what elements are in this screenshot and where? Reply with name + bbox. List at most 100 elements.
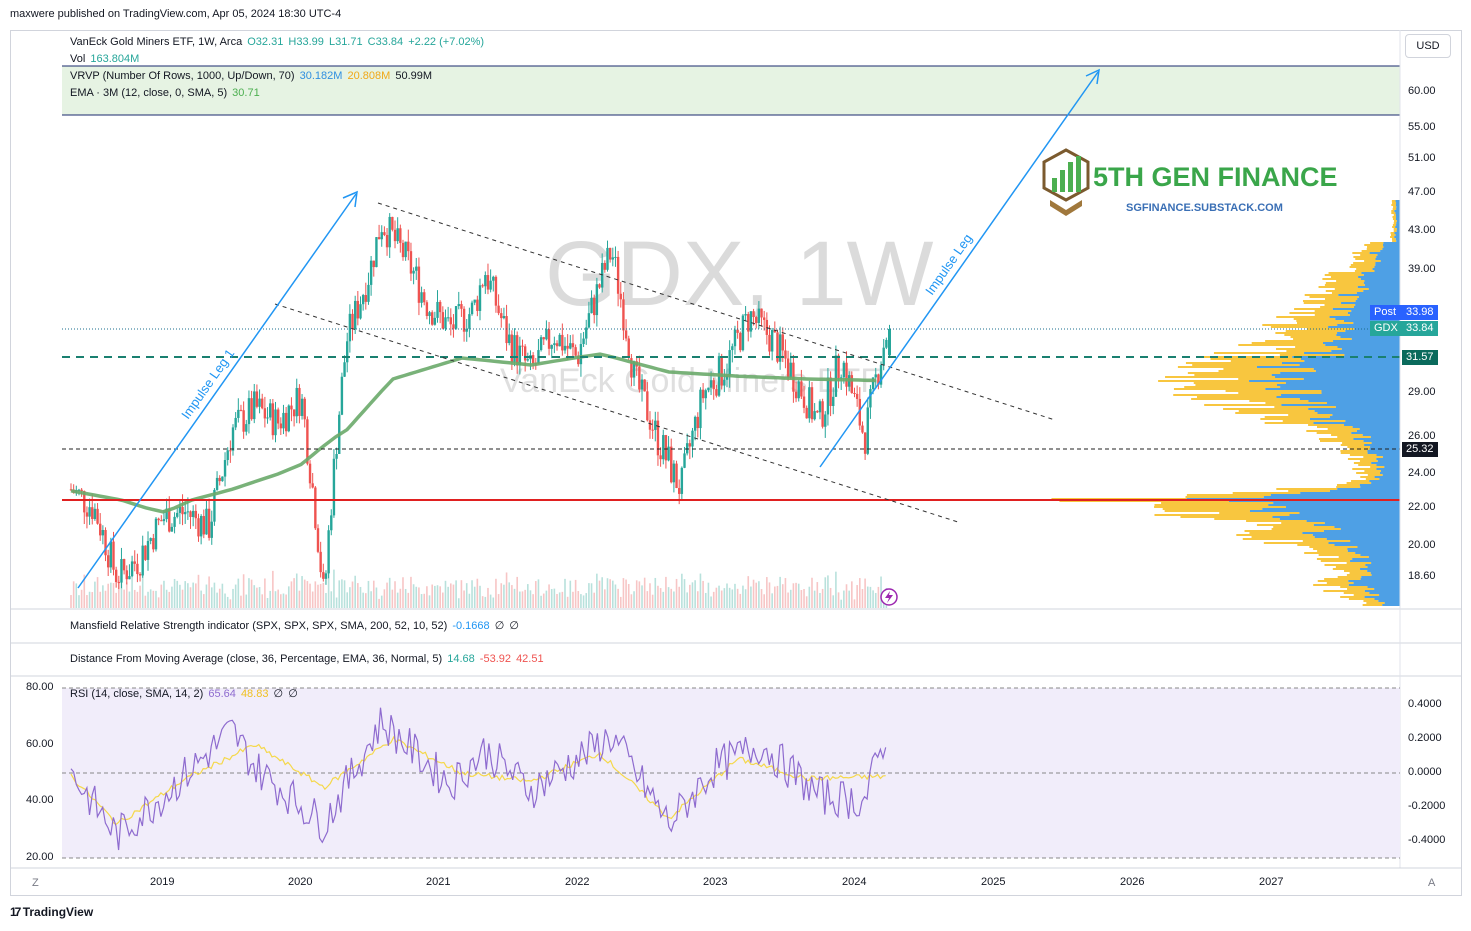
- profile-row-down: [1285, 330, 1346, 332]
- candle-body: [744, 314, 747, 316]
- volume-bar: [349, 587, 351, 608]
- volume-bar: [460, 580, 463, 608]
- volume-bar: [301, 576, 303, 608]
- profile-row-up: [1370, 572, 1400, 574]
- candle-body: [561, 334, 564, 351]
- profile-row-down: [1366, 248, 1383, 250]
- profile-row-up: [1396, 240, 1400, 242]
- profile-row-up: [1395, 218, 1400, 220]
- candle-body: [659, 455, 662, 460]
- volume-bar: [585, 593, 588, 608]
- corner-left-button[interactable]: Z: [32, 877, 39, 889]
- candle-body: [850, 375, 854, 394]
- volume-bar: [452, 584, 455, 608]
- volume-bar: [471, 580, 473, 608]
- legend-vol-label[interactable]: Vol: [70, 53, 86, 65]
- rsi-v1: 65.64: [208, 688, 236, 700]
- candle-body: [284, 412, 288, 432]
- candle-body: [189, 511, 192, 517]
- candle-body: [861, 425, 864, 433]
- volume-bar: [447, 586, 449, 608]
- candle-body: [622, 299, 625, 331]
- profile-row-up: [1370, 436, 1400, 438]
- candle-body: [513, 335, 516, 363]
- mansfield-label[interactable]: Mansfield Relative Strength indicator (S…: [70, 620, 448, 632]
- volume-bars: [70, 569, 888, 608]
- volume-bar: [213, 582, 216, 608]
- currency-button[interactable]: USD: [1405, 34, 1451, 58]
- legend-vrvp-v2: 20.808M: [347, 70, 391, 82]
- volume-bar: [224, 593, 226, 608]
- profile-row-up: [1279, 518, 1400, 520]
- profile-row-up: [1300, 358, 1400, 360]
- profile-row-up: [1304, 360, 1400, 362]
- time-axis-label: 2024: [842, 876, 867, 888]
- profile-row-up: [1280, 386, 1400, 388]
- rsi-right-axis-label: -0.4000: [1408, 834, 1446, 846]
- volume-bar: [795, 582, 797, 608]
- distance-legend: Distance From Moving Average (close, 36,…: [70, 653, 546, 665]
- candle-body: [760, 308, 763, 318]
- candle-body: [441, 312, 445, 329]
- corner-right-button[interactable]: A: [1428, 877, 1436, 889]
- candle-body: [423, 292, 426, 303]
- candle-body: [778, 334, 782, 362]
- profile-row-up: [1263, 496, 1400, 498]
- level-tag-1: 31.57: [1402, 350, 1438, 365]
- volume-bar: [829, 587, 832, 608]
- volume-bar: [789, 589, 792, 608]
- profile-row-up: [1350, 540, 1400, 542]
- profile-row-down: [1364, 470, 1381, 472]
- candle-body: [239, 409, 243, 411]
- profile-row-down: [1351, 480, 1370, 482]
- legend-vrvp-label[interactable]: VRVP (Number Of Rows, 1000, Up/Down, 70): [70, 70, 295, 82]
- rsi-label[interactable]: RSI (14, close, SMA, 14, 2): [70, 688, 204, 700]
- price-axis-label: 24.00: [1408, 467, 1436, 479]
- candle-body: [191, 510, 195, 517]
- candle-body: [757, 308, 761, 323]
- candle-body: [654, 420, 657, 430]
- candle-body: [470, 302, 474, 315]
- candle-body: [574, 347, 577, 356]
- profile-row-up: [1352, 558, 1400, 560]
- candle-body: [314, 487, 317, 529]
- volume-bar: [72, 581, 75, 608]
- profile-row-up: [1281, 362, 1400, 364]
- candle-body: [213, 489, 216, 522]
- profile-row-up: [1331, 350, 1400, 352]
- volume-bar: [290, 581, 293, 608]
- volume-bar: [808, 586, 811, 608]
- candle-body: [168, 508, 171, 532]
- profile-row-up: [1360, 578, 1400, 580]
- legend-ema-label[interactable]: EMA · 3M (12, close, 0, SMA, 5): [70, 87, 228, 99]
- candle-body: [773, 330, 777, 333]
- legend-symbol[interactable]: VanEck Gold Miners ETF, 1W, Arca: [70, 36, 243, 48]
- volume-bar: [144, 595, 147, 608]
- volume-bar: [832, 595, 835, 608]
- profile-row-down: [1393, 220, 1397, 222]
- volume-bar: [372, 580, 375, 608]
- volume-bar: [659, 588, 662, 608]
- profile-row-down: [1281, 522, 1325, 524]
- candle-body: [380, 232, 383, 240]
- distance-label[interactable]: Distance From Moving Average (close, 36,…: [70, 653, 443, 665]
- volume-bar: [189, 587, 192, 608]
- volume-bar: [221, 583, 224, 608]
- volume-bar: [322, 582, 325, 608]
- volume-bar: [670, 588, 673, 608]
- profile-row-down: [1303, 302, 1342, 304]
- profile-row-down: [1173, 388, 1266, 390]
- profile-row-up: [1347, 550, 1400, 552]
- profile-row-up: [1396, 206, 1400, 208]
- volume-bar: [750, 586, 752, 608]
- volume-bar: [309, 583, 311, 608]
- candle-body: [879, 364, 883, 385]
- profile-row-up: [1323, 342, 1400, 344]
- volume-bar: [548, 584, 550, 608]
- price-axis-label: 20.00: [1408, 539, 1436, 551]
- candle-body: [207, 508, 211, 538]
- profile-row-down: [1249, 400, 1309, 402]
- volume-bar: [715, 587, 718, 608]
- profile-row-down: [1286, 350, 1332, 352]
